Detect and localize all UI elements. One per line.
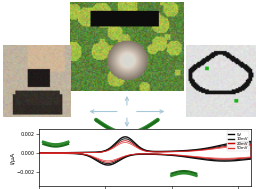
Y-axis label: I/μA: I/μA [10,152,15,164]
Legend: 5V, 10mV, 20mV, 50mV: 5V, 10mV, 20mV, 50mV [227,131,249,152]
